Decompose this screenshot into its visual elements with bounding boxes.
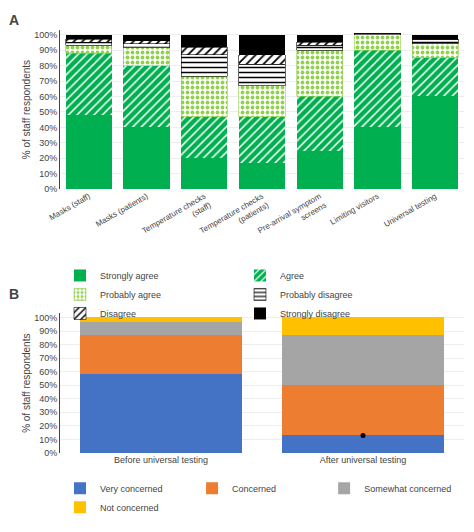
svg-text:% of staff respondents: % of staff respondents — [21, 60, 32, 159]
svg-text:100%: 100% — [34, 30, 57, 40]
svg-text:60%: 60% — [39, 367, 57, 377]
svg-text:Universal testing: Universal testing — [382, 192, 438, 229]
svg-text:0%: 0% — [44, 448, 57, 458]
svg-text:70%: 70% — [39, 76, 57, 86]
svg-text:B: B — [9, 286, 19, 302]
svg-text:Temperature checks(patients): Temperature checks(patients) — [198, 191, 270, 244]
svg-text:50%: 50% — [39, 107, 57, 117]
svg-text:Agree: Agree — [280, 271, 304, 281]
svg-text:10%: 10% — [39, 435, 57, 445]
svg-text:Not concerned: Not concerned — [100, 503, 159, 513]
svg-text:Disagree: Disagree — [100, 309, 136, 319]
svg-text:90%: 90% — [39, 326, 57, 336]
svg-text:30%: 30% — [39, 407, 57, 417]
svg-text:30%: 30% — [39, 138, 57, 148]
svg-text:50%: 50% — [39, 380, 57, 390]
svg-text:0%: 0% — [44, 184, 57, 194]
svg-text:20%: 20% — [39, 153, 57, 163]
svg-text:After universal testing: After universal testing — [320, 455, 407, 465]
svg-text:Probably disagree: Probably disagree — [280, 290, 353, 300]
svg-text:Somewhat concerned: Somewhat concerned — [364, 484, 451, 494]
svg-text:40%: 40% — [39, 123, 57, 133]
svg-text:10%: 10% — [39, 169, 57, 179]
svg-text:% of staff respondents: % of staff respondents — [21, 334, 32, 433]
svg-text:70%: 70% — [39, 353, 57, 363]
svg-text:Very concerned: Very concerned — [100, 484, 163, 494]
svg-text:40%: 40% — [39, 394, 57, 404]
svg-text:90%: 90% — [39, 45, 57, 55]
svg-text:Strongly disagree: Strongly disagree — [280, 309, 350, 319]
svg-text:80%: 80% — [39, 61, 57, 71]
svg-text:80%: 80% — [39, 340, 57, 350]
svg-text:Temperature checks(staff): Temperature checks(staff) — [140, 191, 212, 244]
svg-text:Concerned: Concerned — [232, 484, 276, 494]
svg-text:Masks (patients): Masks (patients) — [94, 191, 150, 228]
svg-text:Pre-arrival symptomscreens: Pre-arrival symptomscreens — [256, 191, 328, 244]
svg-text:Strongly agree: Strongly agree — [100, 271, 159, 281]
svg-text:20%: 20% — [39, 421, 57, 431]
svg-text:60%: 60% — [39, 92, 57, 102]
svg-text:Masks (staff): Masks (staff) — [48, 191, 92, 222]
svg-text:100%: 100% — [34, 313, 57, 323]
svg-text:Probably agree: Probably agree — [100, 290, 161, 300]
svg-text:Limiting visitors: Limiting visitors — [329, 192, 381, 227]
svg-text:A: A — [9, 12, 19, 28]
svg-text:Before universal testing: Before universal testing — [114, 455, 208, 465]
